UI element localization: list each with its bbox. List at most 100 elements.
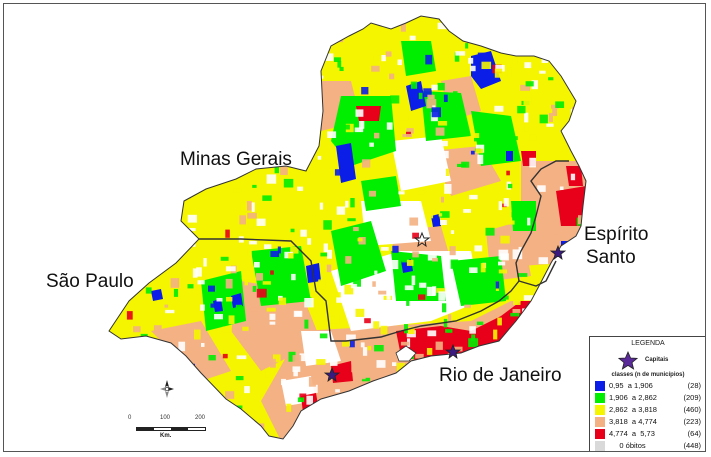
municipality-cell: [153, 130, 158, 138]
municipality-cell: [450, 259, 459, 269]
municipality-cell: [552, 21, 557, 28]
municipality-cell: [115, 218, 123, 223]
municipality-cell: [304, 319, 309, 329]
municipality-cell: [283, 109, 292, 115]
municipality-cell: [298, 83, 309, 89]
municipality-cell: [175, 365, 181, 375]
municipality-cell: [435, 341, 443, 350]
municipality-cell: [328, 313, 335, 317]
municipality-cell: [109, 47, 115, 56]
municipality-cell: [244, 386, 250, 394]
municipality-cell: [493, 329, 498, 340]
municipality-cell: [445, 168, 450, 176]
municipality-cell: [353, 278, 361, 287]
municipality-cell: [489, 432, 494, 439]
municipality-cell: [254, 262, 260, 268]
municipality-cell: [450, 230, 455, 234]
municipality-cell: [170, 278, 180, 288]
municipality-cell: [114, 374, 119, 379]
municipality-cell: [361, 87, 369, 95]
legend-range: 2,862 a 3,818: [609, 405, 657, 414]
municipality-cell: [553, 347, 563, 354]
municipality-cell: [523, 97, 532, 106]
municipality-cell: [290, 247, 299, 254]
municipality-cell: [225, 229, 230, 238]
municipality-cell: [440, 106, 449, 116]
municipality-cell: [109, 98, 111, 105]
municipality-cell: [531, 80, 538, 90]
municipality-cell: [445, 329, 453, 333]
municipality-cell: [418, 190, 427, 195]
municipality-cell: [471, 334, 476, 341]
legend-range: 0,95 a 1,906: [609, 381, 653, 390]
municipality-cell: [426, 286, 435, 296]
municipality-cell: [256, 273, 263, 281]
municipality-cell: [578, 215, 583, 225]
municipality-cell: [301, 93, 305, 99]
municipality-cell: [257, 73, 264, 80]
municipality-cell: [262, 281, 271, 285]
municipality-cell: [317, 155, 322, 160]
municipality-cell: [291, 273, 296, 281]
municipality-cell: [222, 326, 232, 333]
municipality-cell: [349, 420, 358, 430]
municipality-cell: [333, 57, 341, 62]
municipality-cell: [501, 403, 505, 412]
municipality-cell: [117, 252, 127, 256]
municipality-cell: [270, 358, 276, 368]
municipality-cell: [385, 51, 392, 57]
municipality-cell: [153, 325, 162, 333]
municipality-cell: [470, 65, 476, 72]
municipality-cell: [440, 211, 450, 218]
municipality-cell: [540, 418, 548, 427]
municipality-cell: [193, 260, 197, 266]
municipality-cell: [563, 428, 567, 438]
municipality-cell: [504, 405, 514, 414]
municipality-cell: [355, 109, 364, 117]
municipality-cell: [299, 393, 307, 399]
municipality-cell: [247, 248, 252, 257]
municipality-cell: [345, 256, 352, 264]
municipality-cell: [551, 104, 559, 109]
municipality-cell: [525, 81, 534, 87]
municipality-cell: [437, 22, 447, 30]
municipality-cell: [498, 201, 502, 211]
municipality-cell: [353, 227, 359, 232]
municipality-cell: [562, 386, 572, 392]
municipality-cell: [260, 108, 268, 116]
municipality-cell: [157, 117, 163, 123]
municipality-cell: [248, 220, 254, 229]
municipality-cell: [572, 357, 581, 365]
municipality-cell: [126, 21, 136, 31]
municipality-cell: [201, 343, 205, 347]
municipality-cell: [507, 67, 512, 78]
municipality-cell: [413, 408, 417, 418]
municipality-cell: [468, 57, 474, 64]
municipality-cell: [482, 31, 486, 38]
municipality-cell: [515, 395, 525, 401]
municipality-cell: [470, 133, 480, 138]
municipality-cell: [131, 117, 140, 128]
municipality-cell: [244, 426, 248, 436]
municipality-cell: [250, 307, 259, 312]
municipality-cell: [126, 265, 132, 270]
municipality-cell: [559, 186, 564, 190]
municipality-cell: [292, 163, 303, 168]
municipality-cell: [437, 82, 445, 91]
municipality-cell: [288, 253, 294, 259]
municipality-cell: [179, 118, 188, 124]
label-rio-de-janeiro: Rio de Janeiro: [439, 365, 562, 386]
municipality-cell: [389, 73, 395, 80]
municipality-cell: [235, 304, 243, 308]
municipality-cell: [386, 122, 393, 130]
municipality-cell: [228, 315, 235, 325]
municipality-cell: [510, 313, 520, 317]
municipality-cell: [550, 304, 559, 315]
municipality-cell: [565, 422, 570, 426]
municipality-cell: [151, 241, 159, 245]
municipality-cell: [264, 244, 272, 249]
municipality-cell: [563, 317, 572, 327]
municipality-cell: [371, 65, 380, 72]
municipality-cell: [397, 59, 402, 66]
municipality-cell: [470, 150, 475, 155]
